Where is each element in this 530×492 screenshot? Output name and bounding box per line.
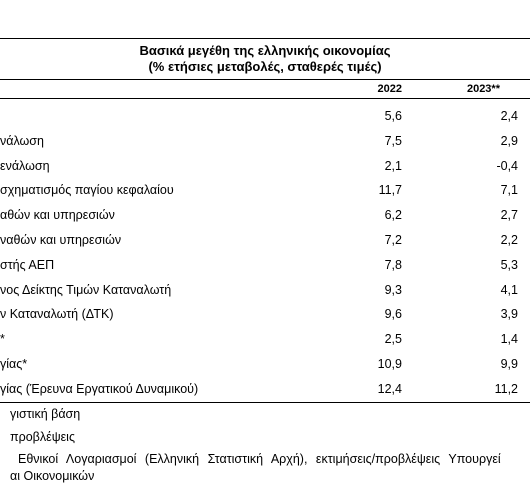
cell: 9,9 xyxy=(500,357,518,371)
cell: 10,9 xyxy=(377,357,402,371)
row-label: στής ΑΕΠ xyxy=(0,257,55,272)
cell: 2,5 xyxy=(384,332,402,347)
cell: 7,1 xyxy=(500,183,518,198)
row-label: νος Δείκτης Τιμών Καταναλωτή xyxy=(0,282,172,297)
footnote: προβλέψεις xyxy=(10,430,75,444)
cell: 11,2 xyxy=(494,381,518,396)
table-subtitle: (% ετήσιες μεταβολές, σταθερές τιμές) xyxy=(148,59,382,74)
rule xyxy=(0,402,530,403)
cell: 2,4 xyxy=(500,109,518,123)
cell: 2,7 xyxy=(500,208,518,223)
column-header: 2023** xyxy=(466,83,500,95)
table-title: Βασικά μεγέθη της ελληνικής οικονομίας xyxy=(139,43,391,58)
row-label: * xyxy=(0,332,5,347)
cell: 3,9 xyxy=(500,307,518,322)
row-label: νάλωση xyxy=(0,133,44,148)
rule xyxy=(0,38,530,39)
column-header: 2022 xyxy=(377,83,402,95)
cell: 5,6 xyxy=(384,109,402,123)
row-label: σχηματισμός παγίου κεφαλαίου xyxy=(0,183,174,198)
row-label: ν Καταναλωτή (ΔΤΚ) xyxy=(0,307,114,322)
footnote: γιστική βάση xyxy=(10,407,81,421)
footnote: Εθνικοί Λογαριασμοί (Ελληνική Στατιστική… xyxy=(18,452,501,466)
rule xyxy=(0,98,530,99)
cell: 2,1 xyxy=(384,158,402,173)
cell: 7,2 xyxy=(384,233,402,247)
cell: 7,8 xyxy=(384,257,402,272)
cell: 1,4 xyxy=(500,332,518,347)
footnote: αι Οικονομικών xyxy=(10,469,95,483)
cell: 7,5 xyxy=(384,133,402,148)
row-label: αθών και υπηρεσιών xyxy=(0,208,115,223)
rule xyxy=(0,79,530,80)
cell: 2,9 xyxy=(500,133,518,148)
cell: 9,6 xyxy=(384,307,402,322)
cell: 11,7 xyxy=(378,183,402,198)
row-label: γίας (Έρευνα Εργατικού Δυναμικού) xyxy=(0,381,199,396)
cell: -0,4 xyxy=(496,158,518,173)
row-label: ενάλωση xyxy=(0,158,50,173)
cell: 4,1 xyxy=(500,282,518,297)
cell: 2,2 xyxy=(500,233,518,247)
cell: 9,3 xyxy=(384,282,402,297)
row-label: ναθών και υπηρεσιών xyxy=(0,233,122,247)
cell: 6,2 xyxy=(384,208,402,223)
row-label: γίας* xyxy=(0,357,28,371)
cell: 12,4 xyxy=(377,381,402,396)
cell: 5,3 xyxy=(500,257,518,272)
